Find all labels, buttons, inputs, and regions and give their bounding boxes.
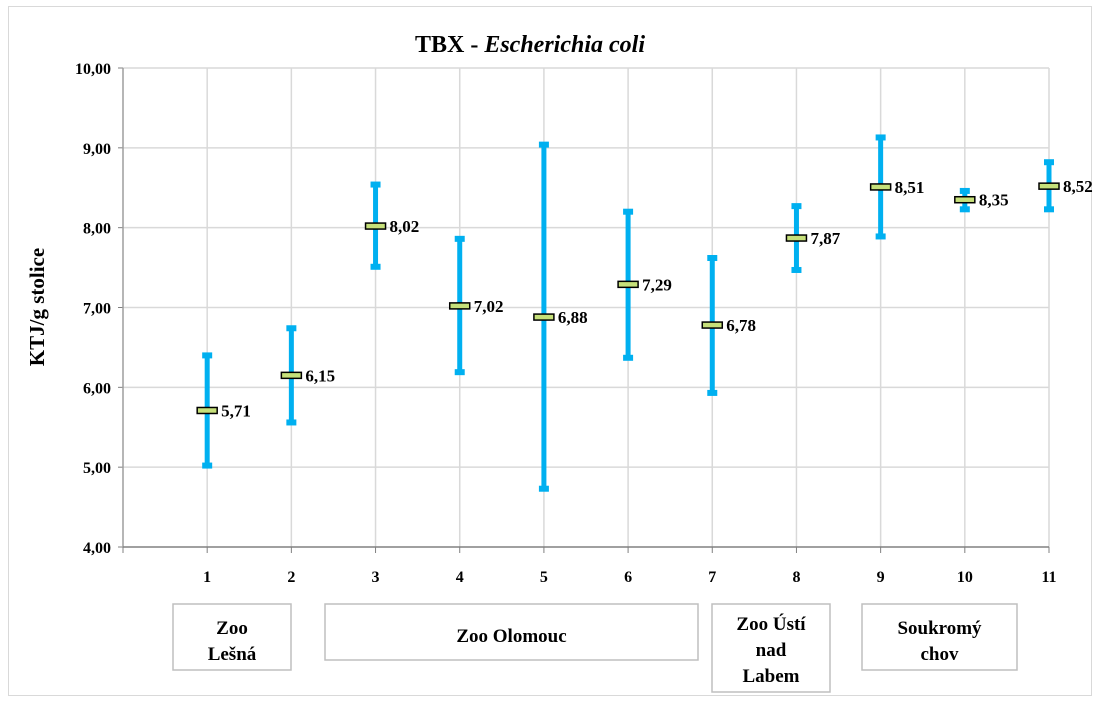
x-tick-label-9: 9 [877,569,885,586]
group-label-line: Labem [743,666,800,687]
x-tick-label-10: 10 [957,569,973,586]
error-cap-top-7 [707,255,718,262]
error-cap-bottom-5 [538,485,549,492]
error-cap-bottom-8 [791,266,802,273]
x-tick-label-11: 11 [1041,569,1056,586]
data-label-8: 7,87 [810,229,840,248]
error-bars: 5,71 6,15 8,02 7,02 6,88 7,29 6,78 7,87 8,51 8,35… [196,134,1093,492]
x-tick-label-3: 3 [372,569,380,586]
mean-marker-5 [533,313,555,321]
chart-title-prefix: TBX - [415,32,484,58]
mean-marker-11 [1038,182,1060,190]
x-tick-label-6: 6 [624,569,632,586]
y-tick-label: 9,00 [83,141,111,158]
y-tick-label: 8,00 [83,221,111,238]
x-tick-labels: 1 2 3 4 5 6 7 8 9 10 11 [203,569,1056,586]
error-cap-top-5 [538,141,549,148]
mean-marker-10 [954,195,976,204]
mean-marker-3 [364,222,387,230]
error-cap-top-1 [202,352,213,359]
x-tick-label-4: 4 [456,569,464,586]
x-tick-label-2: 2 [287,569,295,586]
group-box [861,603,1018,671]
group-label-line: chov [921,644,960,665]
group-label-line: Zoo Ústí [736,613,806,635]
data-label-7: 6,78 [726,316,756,335]
error-cap-bottom-3 [370,263,381,270]
group-box [324,603,699,661]
y-tick-label: 6,00 [83,380,111,397]
error-cap-top-11 [1044,159,1054,166]
x-tick-label-7: 7 [708,569,716,586]
mean-marker-2 [280,371,303,380]
data-label-4: 7,02 [474,297,504,316]
mean-marker-6 [617,280,639,289]
error-cap-bottom-7 [707,389,718,396]
data-label-5: 6,88 [558,308,588,327]
data-label-3: 8,02 [390,217,420,236]
data-label-10: 8,35 [979,191,1009,210]
error-cap-top-4 [454,235,465,242]
y-tick-label: 10,00 [75,61,111,78]
error-cap-bottom-6 [623,354,634,361]
data-label-1: 5,71 [221,401,251,420]
y-tick-label: 5,00 [83,460,111,477]
x-tick-label-5: 5 [540,569,548,586]
y-tick-label: 7,00 [83,301,111,318]
error-cap-top-8 [791,203,802,210]
mean-marker-1 [196,406,218,415]
mean-marker-9 [869,183,892,191]
chart-title: TBX - Escherichia coli [415,32,645,58]
group-label-line: nad [756,640,787,661]
error-cap-bottom-2 [286,419,297,426]
data-label-2: 6,15 [305,366,335,385]
group-box [711,603,831,693]
error-cap-bottom-10 [959,206,970,213]
error-cap-top-2 [286,325,297,332]
data-label-9: 8,51 [895,178,925,197]
group-box [172,603,292,671]
data-label-6: 7,29 [642,275,672,294]
y-tick-labels: 4,00 5,00 6,00 7,00 8,00 9,00 10,00 [75,61,111,557]
error-cap-top-6 [623,208,634,215]
chart-title-italic: Escherichia coli [483,32,645,58]
group-label-line: Zoo [216,618,248,639]
error-cap-top-9 [875,134,886,141]
mean-marker-7 [701,321,724,329]
data-label-11: 8,52 [1063,177,1093,196]
error-cap-bottom-11 [1044,206,1054,213]
group-labels: Zoo Lešná Zoo Olomouc Zoo Ústí nad Labem Soukr… [172,603,1018,693]
error-cap-bottom-9 [875,233,886,240]
mean-marker-8 [785,234,808,242]
group-label-line: Soukromý [897,618,982,639]
error-cap-bottom-1 [202,462,213,469]
mean-marker-4 [448,302,471,310]
x-axis [122,68,1050,553]
group-label-line: Lešná [208,644,257,665]
x-tick-label-1: 1 [203,569,211,586]
chart-frame [8,6,1092,696]
x-tick-label-8: 8 [792,569,800,586]
error-cap-top-3 [370,181,381,188]
error-cap-top-10 [959,187,970,194]
y-tick-label: 4,00 [83,540,111,557]
y-axis-label: KTJ/g stolice [25,248,49,366]
group-label-line: Zoo Olomouc [456,626,566,647]
error-cap-bottom-4 [454,369,465,376]
